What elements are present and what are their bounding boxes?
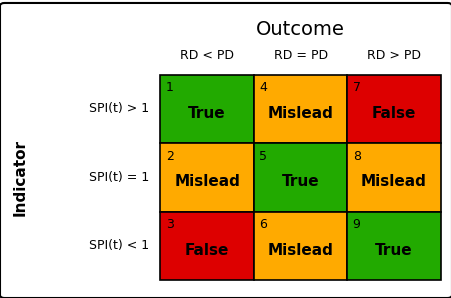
Text: Outcome: Outcome <box>256 20 344 39</box>
Text: False: False <box>184 243 229 258</box>
Text: 3: 3 <box>166 218 173 231</box>
Text: 6: 6 <box>259 218 267 231</box>
Text: True: True <box>374 243 412 258</box>
Bar <box>253 74 346 143</box>
Bar <box>160 74 253 143</box>
Text: 9: 9 <box>352 218 360 231</box>
Bar <box>346 74 440 143</box>
Bar <box>346 212 440 280</box>
Text: SPI(t) = 1: SPI(t) = 1 <box>89 171 149 184</box>
Bar <box>160 212 253 280</box>
Text: SPI(t) < 1: SPI(t) < 1 <box>89 239 149 252</box>
Text: 4: 4 <box>259 81 267 94</box>
Text: 5: 5 <box>259 150 267 163</box>
Text: 1: 1 <box>166 81 173 94</box>
Text: RD < PD: RD < PD <box>180 49 234 62</box>
Bar <box>253 143 346 212</box>
Text: True: True <box>188 106 226 121</box>
Text: Mislead: Mislead <box>174 174 239 189</box>
Text: Mislead: Mislead <box>267 106 333 121</box>
Text: Mislead: Mislead <box>360 174 426 189</box>
Text: False: False <box>371 106 415 121</box>
Text: 7: 7 <box>352 81 360 94</box>
Text: True: True <box>281 174 319 189</box>
Text: 2: 2 <box>166 150 173 163</box>
Bar <box>346 143 440 212</box>
Text: 8: 8 <box>352 150 360 163</box>
Text: Mislead: Mislead <box>267 243 333 258</box>
Bar <box>253 212 346 280</box>
Bar <box>160 143 253 212</box>
Text: RD > PD: RD > PD <box>366 49 420 62</box>
Text: SPI(t) > 1: SPI(t) > 1 <box>89 102 149 115</box>
Text: Indicator: Indicator <box>13 139 28 216</box>
Text: RD = PD: RD = PD <box>273 49 327 62</box>
